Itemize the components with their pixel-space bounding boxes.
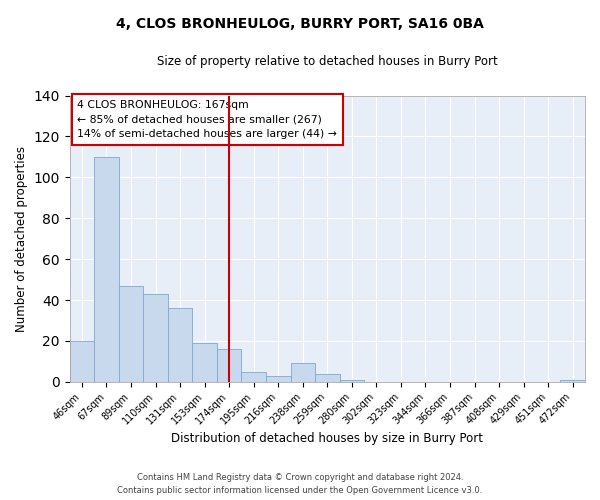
Y-axis label: Number of detached properties: Number of detached properties bbox=[15, 146, 28, 332]
Bar bbox=[315, 374, 340, 382]
Bar bbox=[217, 349, 241, 382]
Bar bbox=[143, 294, 168, 382]
Bar bbox=[340, 380, 364, 382]
Bar bbox=[168, 308, 193, 382]
Bar bbox=[241, 372, 266, 382]
Bar bbox=[119, 286, 143, 382]
Text: 4 CLOS BRONHEULOG: 167sqm
← 85% of detached houses are smaller (267)
14% of semi: 4 CLOS BRONHEULOG: 167sqm ← 85% of detac… bbox=[77, 100, 337, 140]
Text: 4, CLOS BRONHEULOG, BURRY PORT, SA16 0BA: 4, CLOS BRONHEULOG, BURRY PORT, SA16 0BA bbox=[116, 18, 484, 32]
Bar bbox=[266, 376, 290, 382]
X-axis label: Distribution of detached houses by size in Burry Port: Distribution of detached houses by size … bbox=[172, 432, 484, 445]
Bar bbox=[193, 343, 217, 382]
Bar bbox=[94, 157, 119, 382]
Text: Contains HM Land Registry data © Crown copyright and database right 2024.
Contai: Contains HM Land Registry data © Crown c… bbox=[118, 474, 482, 495]
Bar bbox=[290, 364, 315, 382]
Title: Size of property relative to detached houses in Burry Port: Size of property relative to detached ho… bbox=[157, 55, 498, 68]
Bar bbox=[70, 341, 94, 382]
Bar bbox=[560, 380, 585, 382]
